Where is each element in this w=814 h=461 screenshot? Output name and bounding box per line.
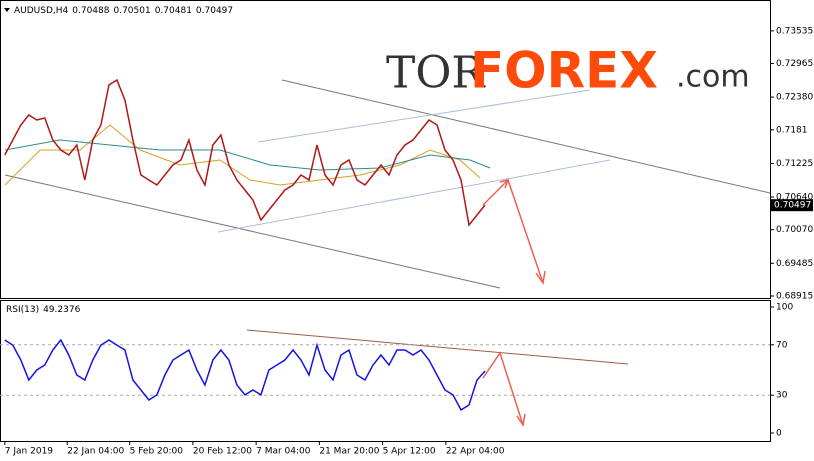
ohlc-value: 0.70497 [196,6,233,16]
rsi-trendline [246,329,629,365]
rsi-value: 49.2376 [43,305,80,315]
rsi-title: RSI(13) 49.2376 [6,305,81,315]
watermark-tor: TOR [386,48,486,99]
channel-line [217,159,611,233]
y-tick-label: 0.69485 [776,259,813,269]
forecast-arrow [482,351,524,426]
x-tick-label: 22 Jan 04:00 [67,447,124,457]
watermark-forex: FOREX [470,42,658,100]
x-tick-label: 22 Apr 04:00 [446,447,505,457]
y-tick-label: 0.70070 [776,225,813,235]
quote-line: AUDUSD,H4 0.70488 0.70501 0.70481 0.70497 [14,6,233,16]
y-tick-label: 70 [776,340,788,350]
annotations [4,79,771,427]
last-price-box [771,199,813,212]
ohlc-value: 0.70501 [113,6,150,16]
last-price-label: 0.70497 [774,201,811,211]
x-tick-label: 5 Apr 12:00 [383,447,436,457]
x-tick-label: 5 Feb 20:00 [130,447,184,457]
collapse-icon[interactable] [4,8,10,12]
y-tick-label: 0 [776,429,782,439]
watermark: TOR FOREX .com [386,42,750,100]
y-tick-label: 0.70640 [776,192,813,202]
moving-average [4,139,491,171]
y-tick-label: 0.7181 [776,125,808,135]
price-panel [0,0,771,299]
y-tick-label: 100 [776,303,793,313]
y-tick-label: 30 [776,391,788,401]
arrow-head [535,270,546,285]
x-tick-label: 7 Jan 2019 [5,447,53,457]
rsi-panel [0,300,771,442]
channel-line [4,174,501,289]
watermark-com: .com [676,60,750,95]
x-tick-label: 21 Mar 20:00 [319,447,379,457]
ohlc-value: 0.70488 [72,6,109,16]
y-tick-label: 0.73535 [776,26,813,36]
series-line [4,78,486,227]
y-tick-label: 0.72380 [776,93,813,103]
y-tick-label: 0.72965 [776,59,813,69]
y-tick-label: 0.68915 [776,291,813,301]
channel-line [257,89,591,143]
rsi-name: RSI(13) [6,305,39,315]
x-tick-label: 20 Feb 12:00 [193,447,252,457]
arrow-head [499,178,510,189]
arrow-head [516,413,526,427]
x-tick-label: 7 Mar 04:00 [256,447,311,457]
moving-average [4,124,481,186]
ohlc-value: 0.70481 [155,6,192,16]
y-tick-label: 0.71225 [776,159,813,169]
channel-line [281,79,771,194]
symbol: AUDUSD,H4 [14,6,69,16]
series-line [4,338,486,411]
